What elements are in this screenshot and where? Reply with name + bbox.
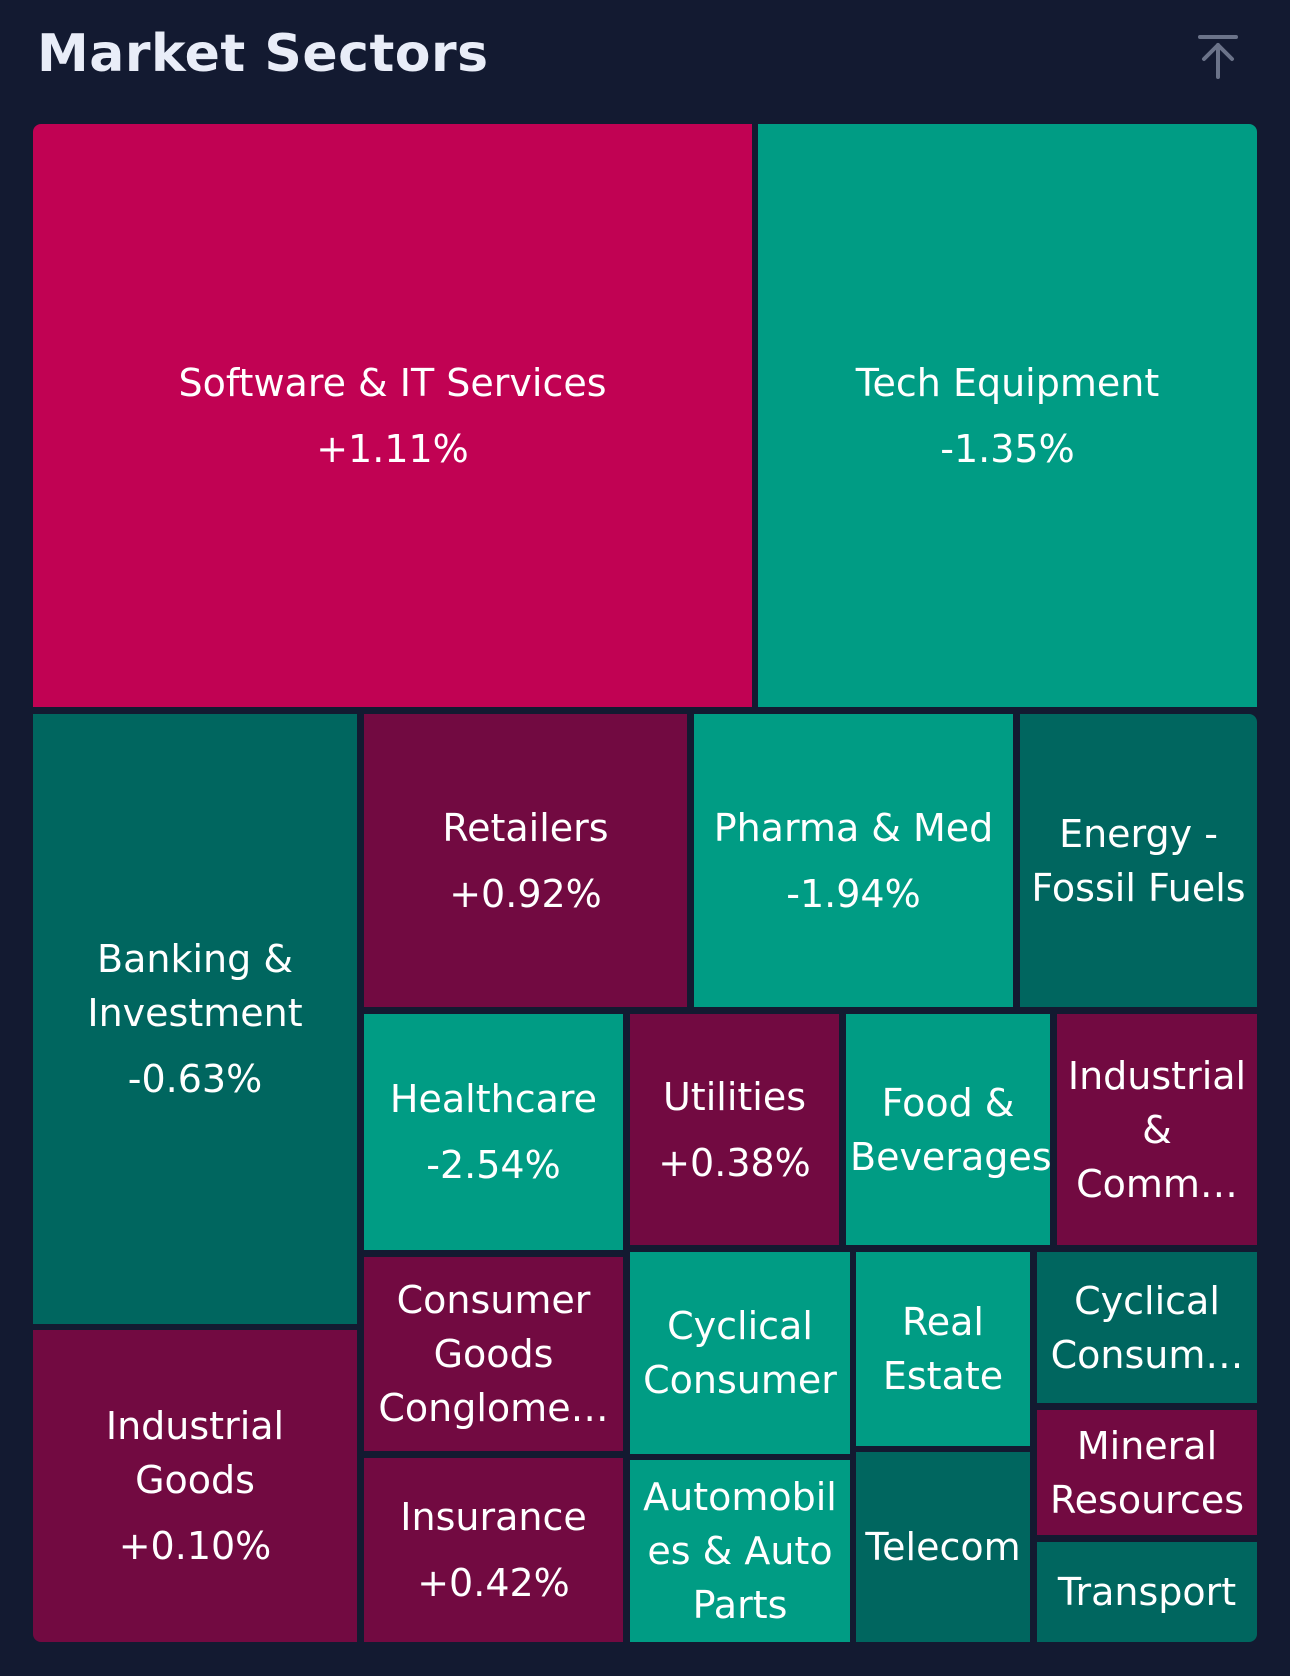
page-title: Market Sectors — [37, 24, 489, 84]
sector-name: Healthcare — [389, 1077, 598, 1121]
tile-banking[interactable]: Banking & Investment -0.63% — [33, 714, 357, 1324]
sector-name: Pharma & Med — [713, 805, 994, 850]
tile-food[interactable]: Food & Beverages — [846, 1014, 1050, 1245]
sector-name: Consumer Goods Conglome… — [378, 1278, 609, 1430]
sector-name: Tech Equipment — [855, 360, 1160, 405]
tile-utilities[interactable]: Utilities +0.38% — [630, 1014, 839, 1245]
tile-software[interactable]: Software & IT Services +1.11% — [33, 124, 752, 707]
tile-retailers[interactable]: Retailers +0.92% — [364, 714, 687, 1007]
sector-change: -0.63% — [127, 1057, 263, 1101]
tile-tech-equipment[interactable]: Tech Equipment -1.35% — [758, 124, 1257, 707]
sector-name: Cyclical Consum… — [1050, 1278, 1244, 1377]
tile-industrial-goods[interactable]: Industrial Goods +0.10% — [33, 1330, 357, 1642]
sector-name: Banking & Investment — [87, 937, 303, 1035]
tile-consumer-goods[interactable]: Consumer Goods Conglome… — [364, 1257, 623, 1451]
scroll-to-top-button[interactable] — [1190, 28, 1246, 84]
sector-name: Real Estate — [882, 1300, 1004, 1398]
sector-change: -1.94% — [786, 871, 921, 916]
tile-cyclical-consumer[interactable]: Cyclical Consumer — [630, 1252, 850, 1454]
sector-name: Industrial Goods — [105, 1404, 285, 1502]
tile-pharma[interactable]: Pharma & Med -1.94% — [694, 714, 1013, 1007]
sector-change: +1.11% — [316, 426, 469, 471]
sector-name: Retailers — [442, 805, 609, 850]
sector-name: Cyclical Consumer — [643, 1304, 837, 1402]
sector-change: +0.92% — [449, 871, 602, 916]
sector-name: Transport — [1057, 1570, 1237, 1614]
tile-mineral[interactable]: Mineral Resources — [1037, 1410, 1257, 1535]
sector-change: +0.38% — [658, 1140, 811, 1185]
sector-name: Food & Beverages — [850, 1080, 1050, 1179]
tile-automobiles[interactable]: Automobil es & Auto Parts — [630, 1460, 850, 1642]
sector-name: Mineral Resources — [1049, 1423, 1245, 1522]
sector-name: Utilities — [662, 1074, 807, 1119]
tile-transport[interactable]: Transport — [1037, 1542, 1257, 1642]
tile-industrial-comm[interactable]: Industrial & Comm… — [1057, 1014, 1257, 1245]
sector-name: Automobil es & Auto Parts — [643, 1475, 837, 1627]
sector-name: Energy - Fossil Fuels — [1031, 811, 1246, 910]
sector-name: Telecom — [865, 1525, 1021, 1569]
tile-insurance[interactable]: Insurance +0.42% — [364, 1458, 623, 1642]
sector-name: Insurance — [400, 1495, 587, 1539]
sector-name: Software & IT Services — [178, 360, 607, 405]
tile-cyclical-consum[interactable]: Cyclical Consum… — [1037, 1252, 1257, 1403]
sector-change: -1.35% — [940, 426, 1075, 471]
tile-energy[interactable]: Energy - Fossil Fuels — [1020, 714, 1257, 1007]
sector-change: +0.42% — [417, 1561, 570, 1605]
sector-change: -2.54% — [426, 1143, 561, 1187]
sector-change: +0.10% — [118, 1524, 272, 1568]
arrow-to-top-icon — [1198, 35, 1238, 79]
tile-telecom[interactable]: Telecom — [856, 1452, 1030, 1642]
tile-real-estate[interactable]: Real Estate — [856, 1252, 1030, 1446]
sector-name: Industrial & Comm… — [1067, 1053, 1247, 1206]
tile-healthcare[interactable]: Healthcare -2.54% — [364, 1014, 623, 1250]
